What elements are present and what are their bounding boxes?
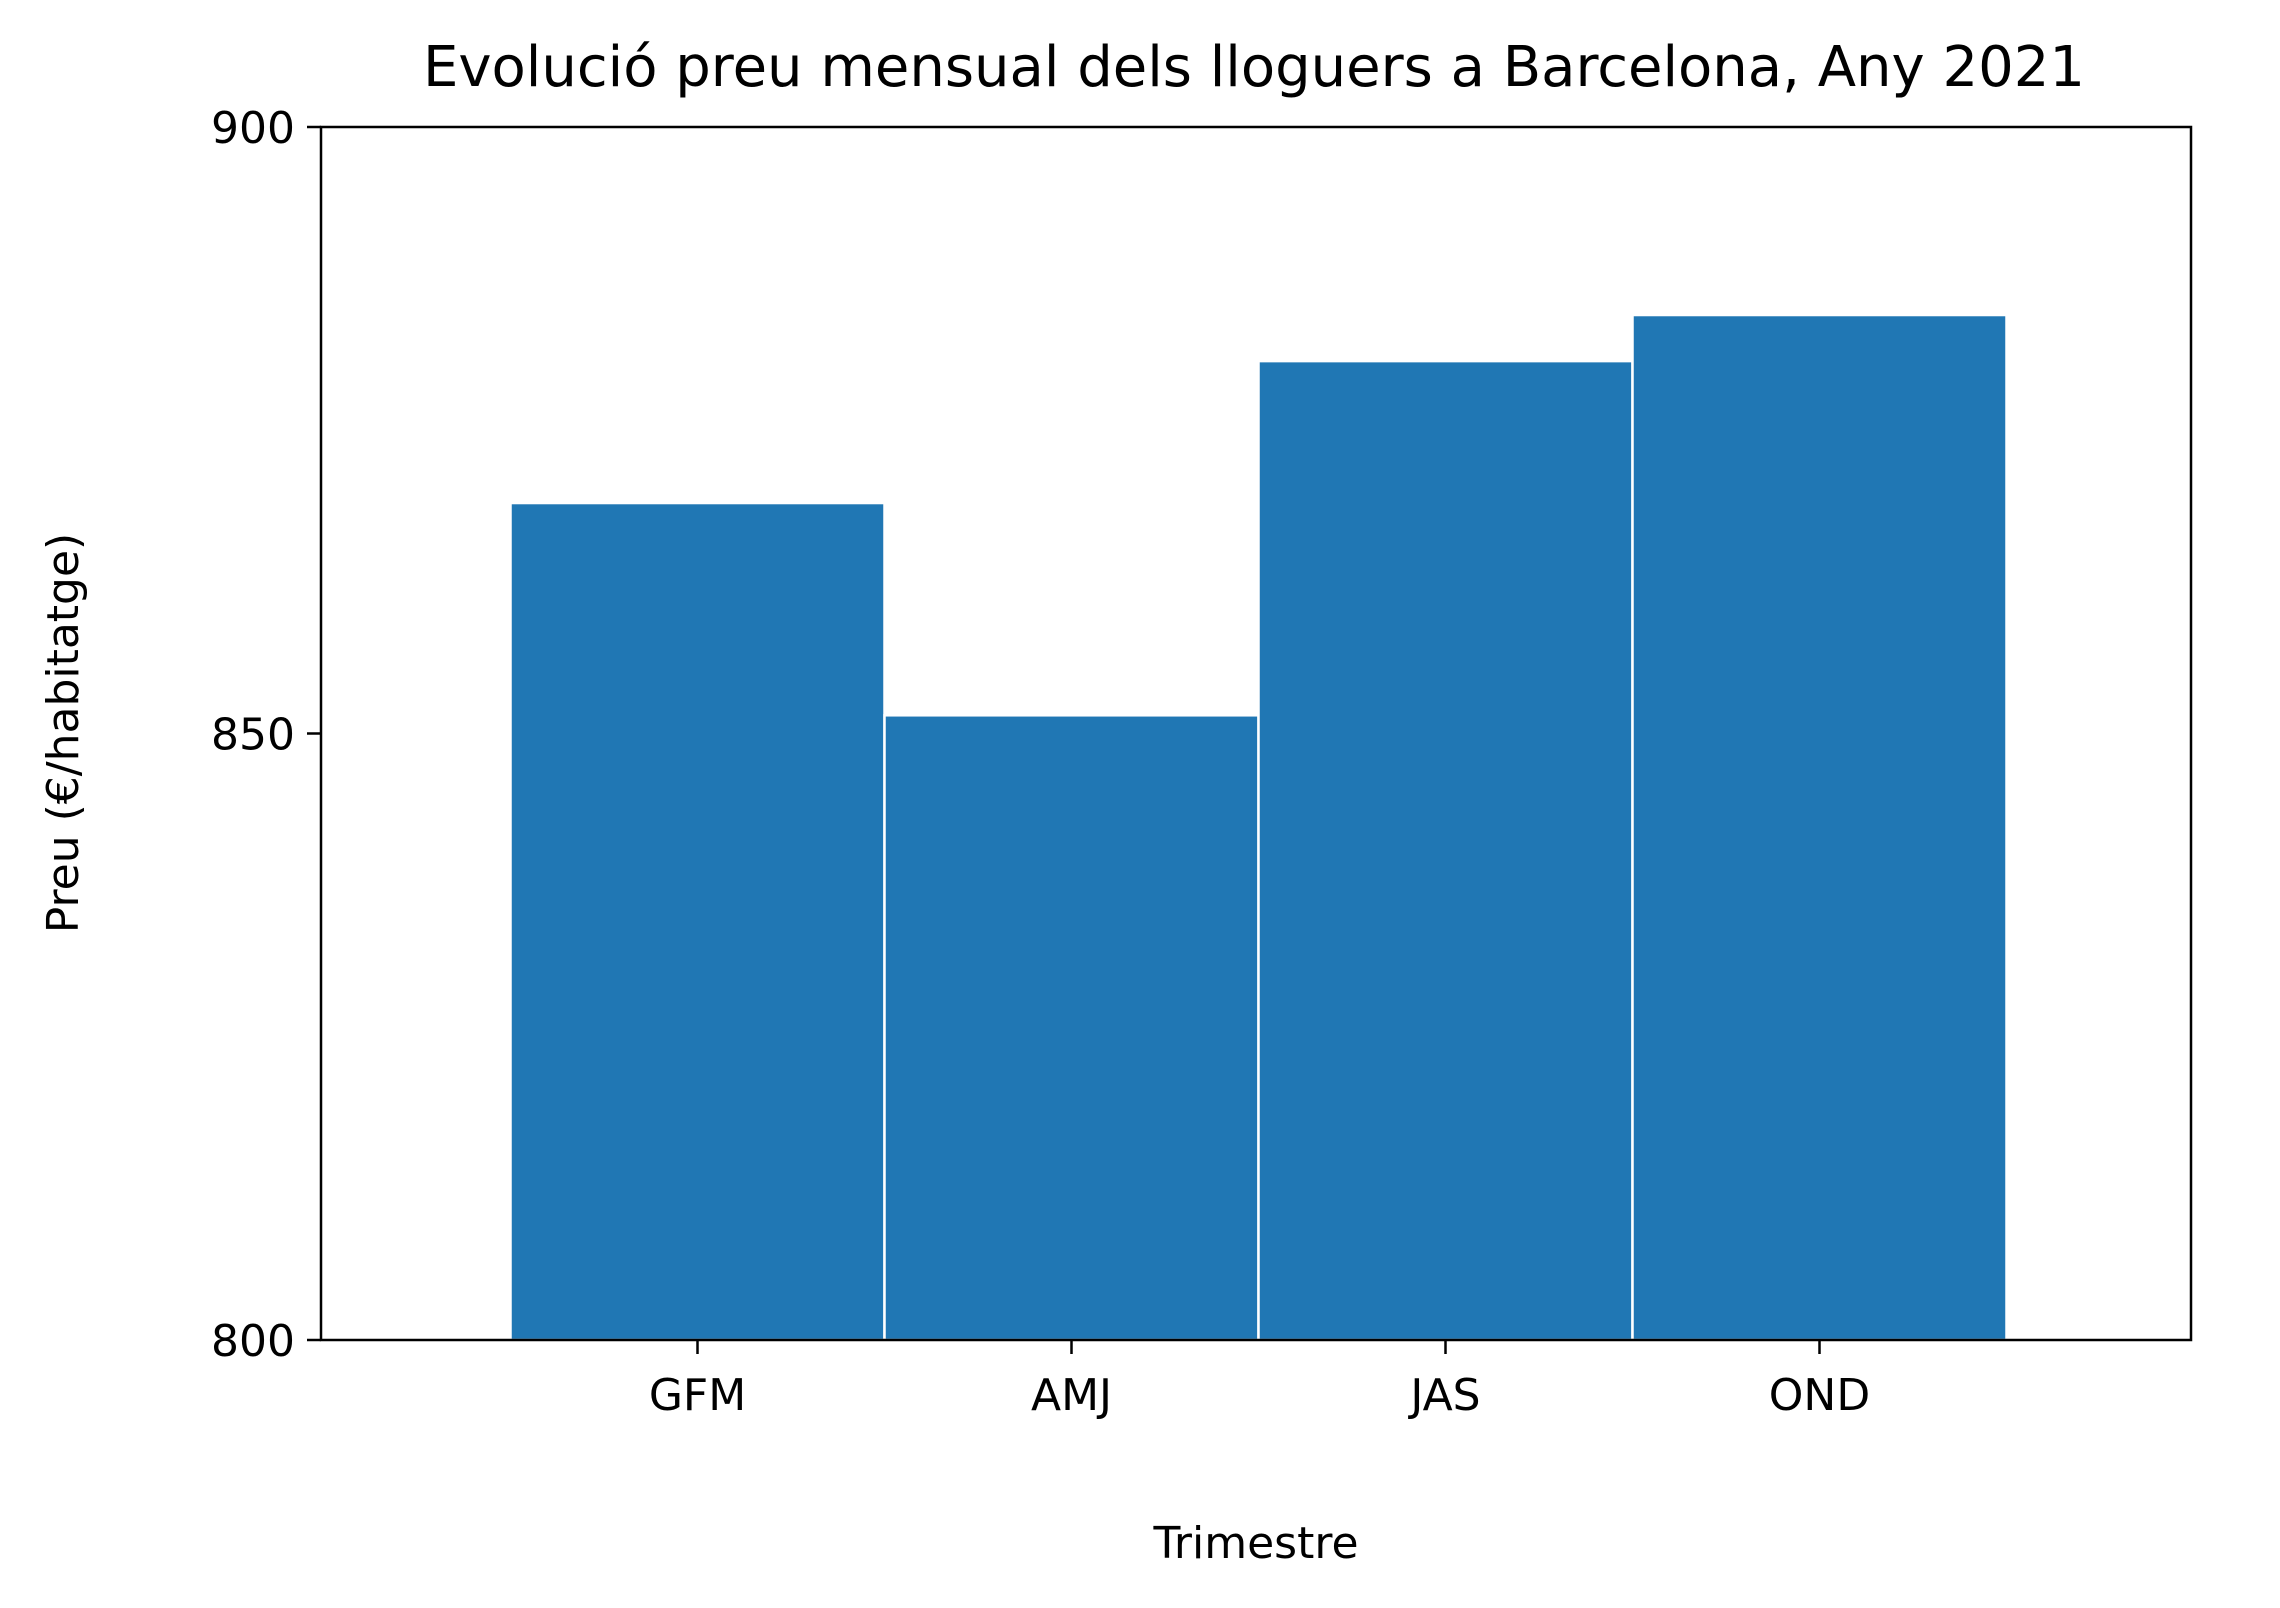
x-tick-label-jas: JAS [1407,1370,1480,1421]
x-tick-label-ond: OND [1769,1370,1870,1421]
bar-jas [1257,359,1634,1342]
bars-layer [509,313,2008,1342]
bar-ond [1631,313,2008,1342]
y-tick-label-850: 850 [211,710,295,761]
bar-amj [883,714,1260,1342]
x-axis-ticks: GFM AMJ JAS OND [649,1340,1870,1421]
y-axis-label: Preu (€/habitatge) [38,533,89,933]
x-axis-label: Trimestre [1152,1518,1358,1569]
x-tick-label-gfm: GFM [649,1370,746,1421]
y-tick-label-800: 800 [211,1316,295,1367]
y-tick-label-900: 900 [211,103,295,154]
bar-gfm [509,501,886,1342]
y-axis-ticks: 800 850 900 [211,103,321,1367]
chart-title: Evolució preu mensual dels lloguers a Ba… [423,35,2085,100]
x-tick-label-amj: AMJ [1031,1370,1112,1421]
